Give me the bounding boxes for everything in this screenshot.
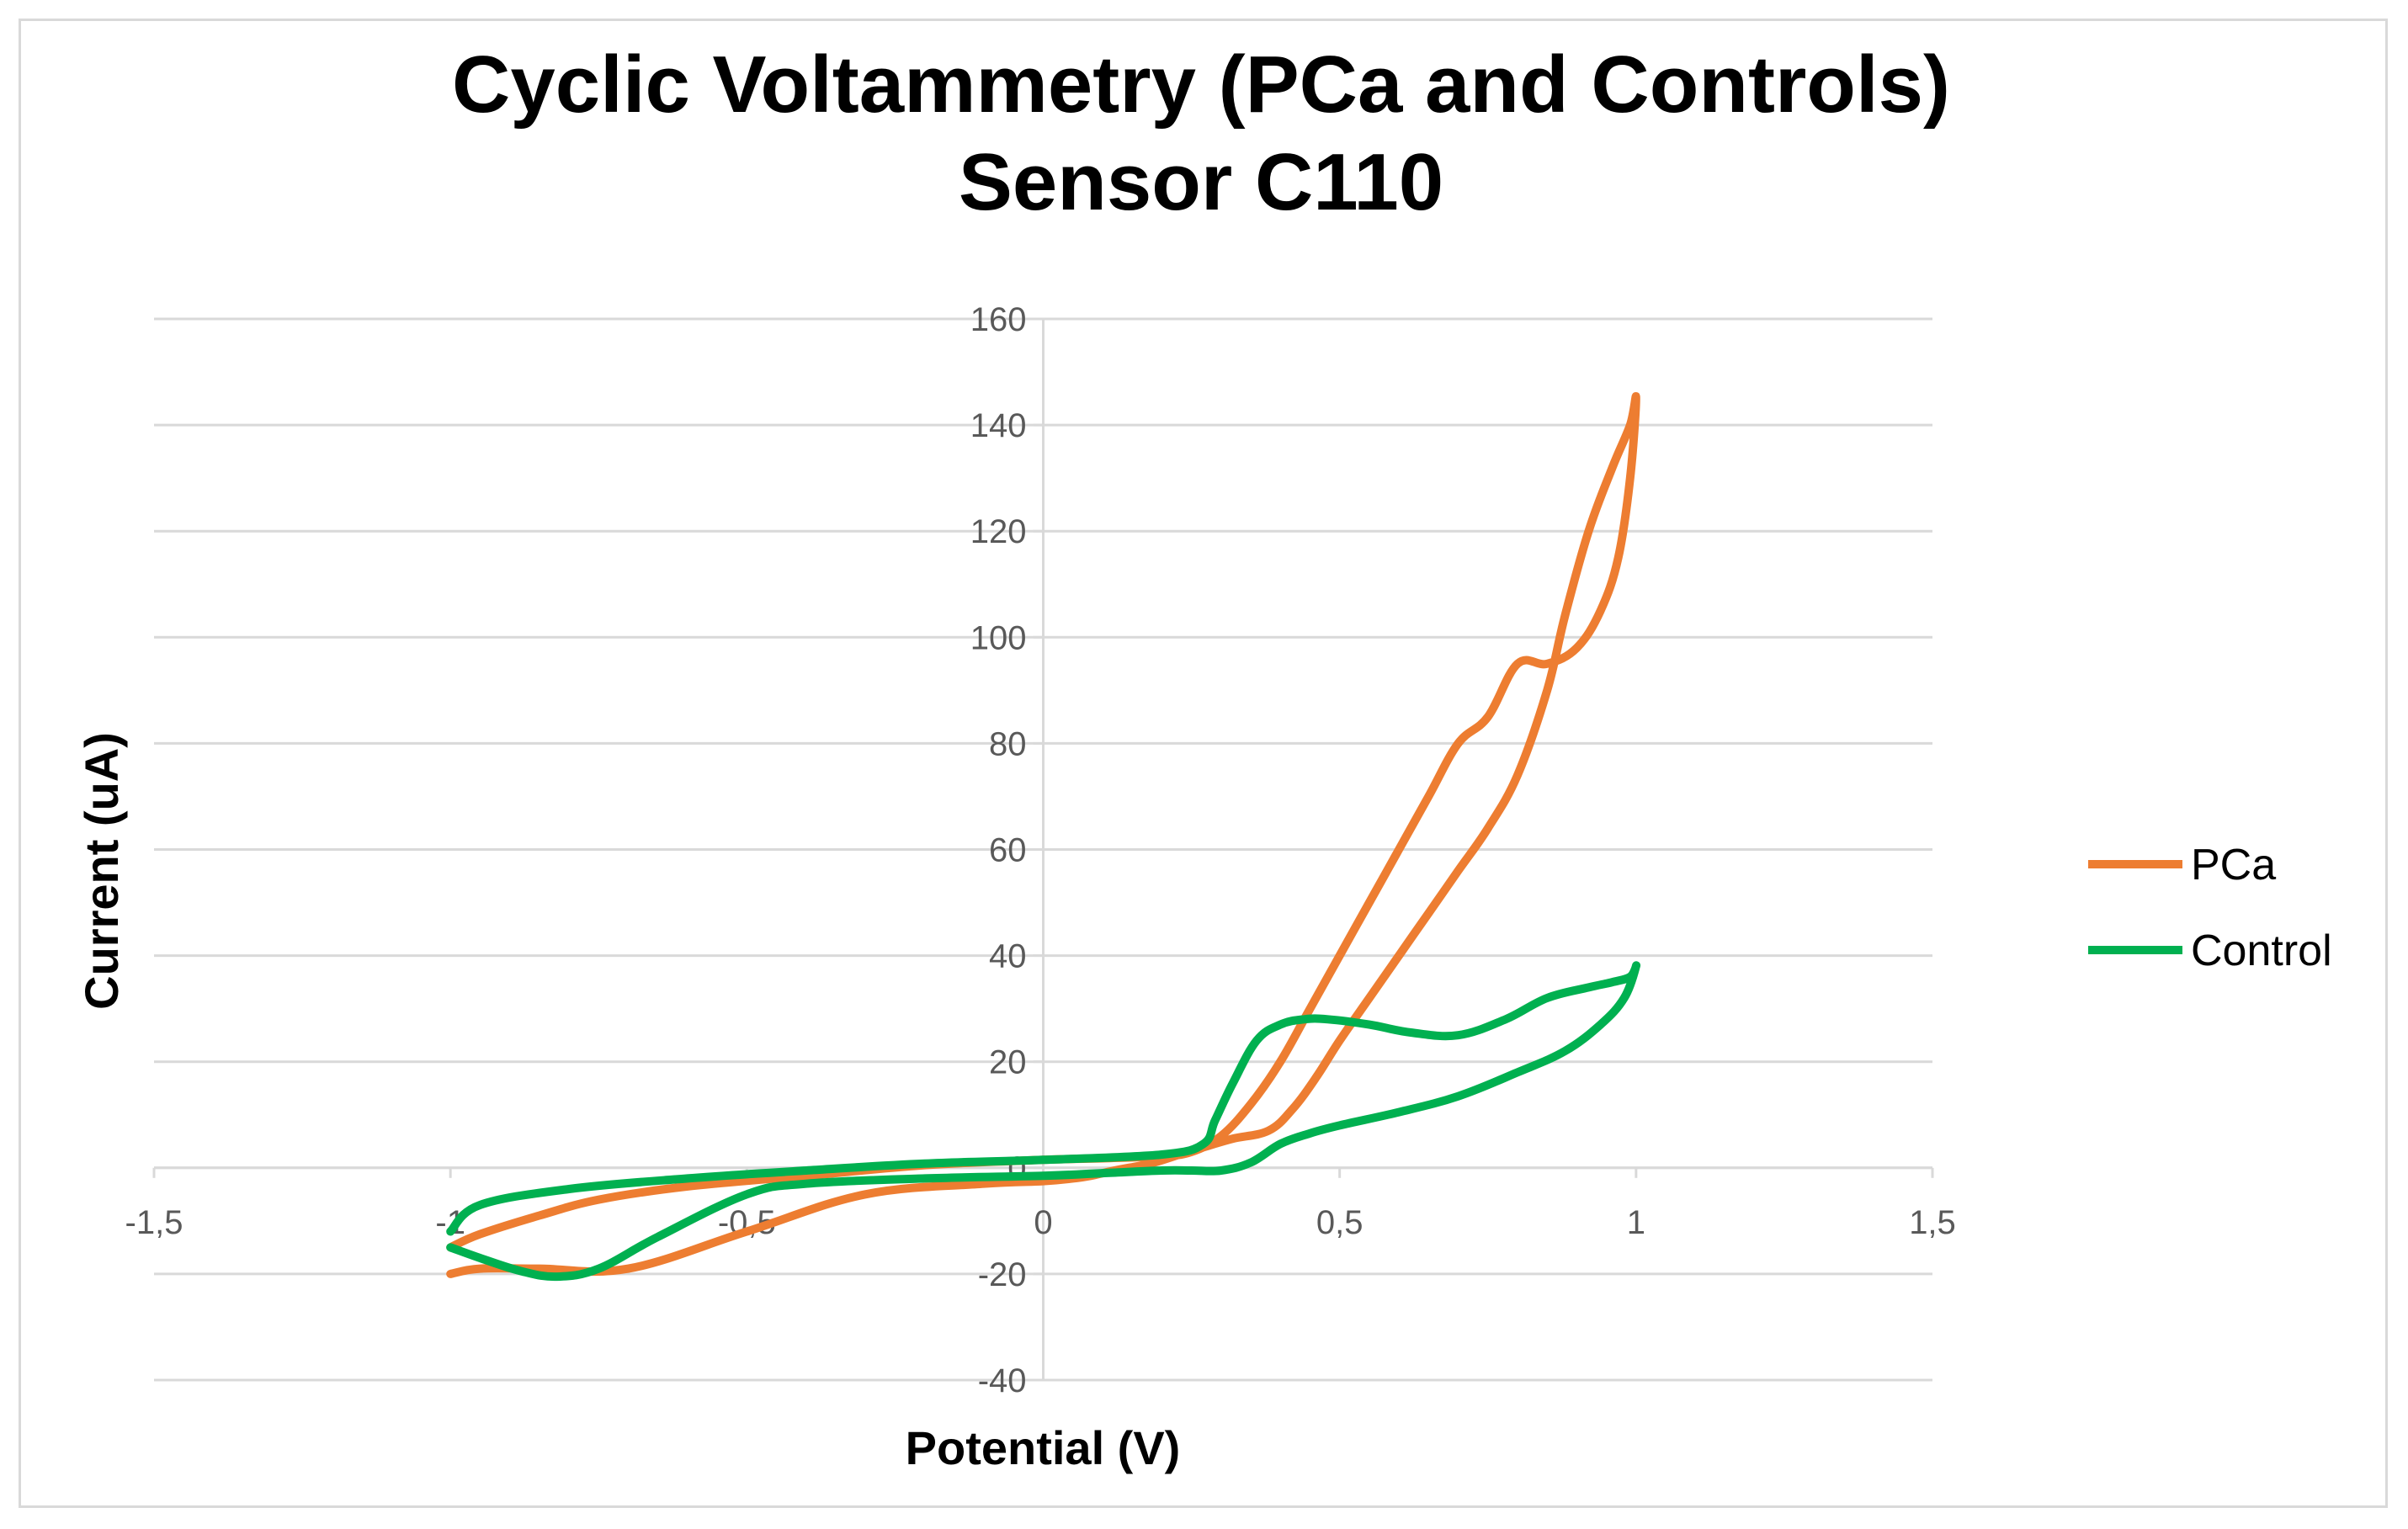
series-line-control xyxy=(446,961,1641,1282)
x-axis-title: Potential (V) xyxy=(906,1421,1181,1474)
series-layer xyxy=(446,392,1641,1282)
legend-label-pca: PCa xyxy=(2191,841,2276,889)
chart-svg: Cyclic Voltammetry (PCa and Controls) Se… xyxy=(75,40,2332,1474)
y-axis-title: Current (uA) xyxy=(75,732,128,1010)
legend: PCa Control xyxy=(2088,841,2332,975)
axis-layer xyxy=(152,317,1934,1382)
legend-label-control: Control xyxy=(2191,926,2332,975)
x-tick-label: -1,5 xyxy=(125,1204,183,1241)
x-tick-label: 1 xyxy=(1627,1204,1645,1241)
y-tick-label: 160 xyxy=(970,301,1027,338)
y-tick-label: 120 xyxy=(970,513,1027,550)
x-tick-label: 1,5 xyxy=(1909,1204,1956,1241)
y-tick-label: 140 xyxy=(970,407,1027,444)
y-tick-label: -20 xyxy=(978,1256,1027,1293)
y-tick-label: 60 xyxy=(989,832,1027,869)
x-tick-label: 0,5 xyxy=(1316,1204,1363,1241)
y-tick-label: 100 xyxy=(970,619,1027,656)
y-tick-label: 80 xyxy=(989,725,1027,762)
chart-title-line-2: Sensor C110 xyxy=(959,137,1443,227)
chart-title-line-1: Cyclic Voltammetry (PCa and Controls) xyxy=(452,40,1950,130)
y-tick-label: 40 xyxy=(989,938,1027,975)
x-tick-label: 0 xyxy=(1034,1204,1052,1241)
y-tick-label: -40 xyxy=(978,1362,1027,1399)
y-tick-label: 20 xyxy=(989,1044,1027,1081)
chart-frame: Cyclic Voltammetry (PCa and Controls) Se… xyxy=(19,19,2388,1508)
